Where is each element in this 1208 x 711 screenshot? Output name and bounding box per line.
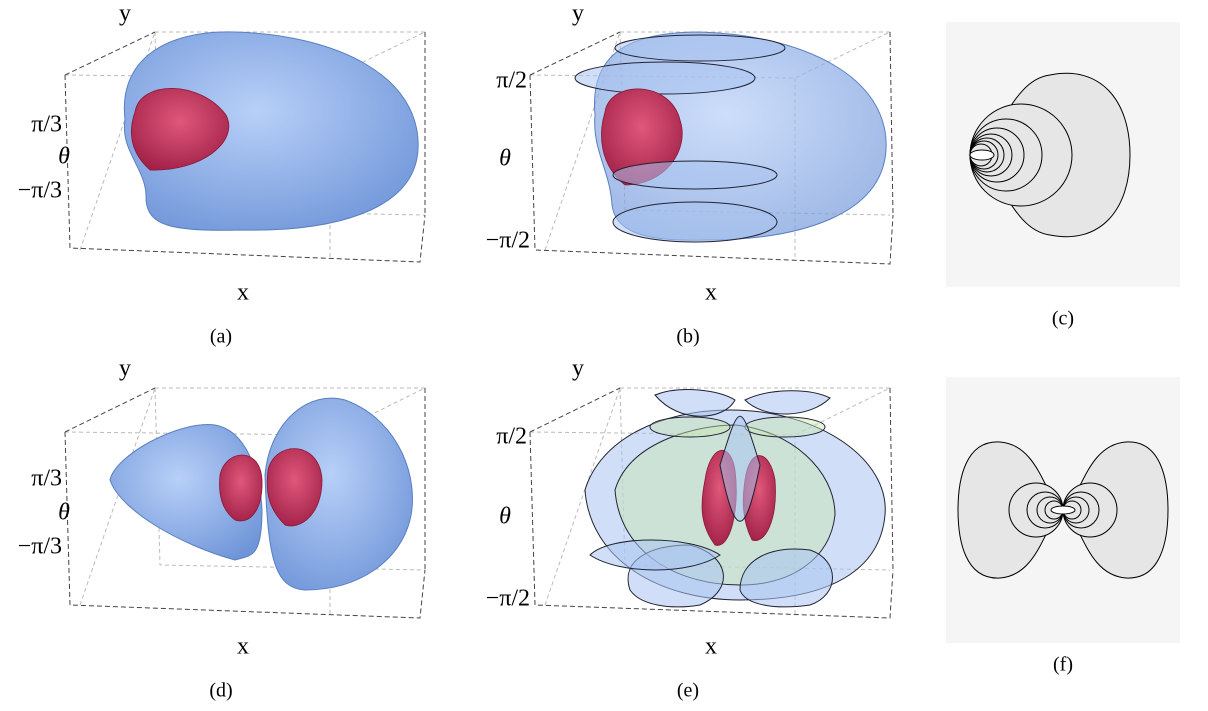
slice — [744, 416, 826, 438]
inner-surface — [601, 88, 683, 186]
caption: (a) — [210, 326, 232, 348]
x-label: x — [237, 280, 249, 306]
caption: (d) — [209, 680, 232, 702]
box-back — [64, 387, 426, 615]
theta-label: θ — [499, 504, 511, 530]
tick-label: π/2 — [496, 424, 527, 450]
slice — [614, 34, 786, 62]
x-label: x — [705, 634, 717, 660]
caption: (f) — [1053, 654, 1073, 676]
theta-label: θ — [58, 144, 70, 170]
panel-d-plot — [64, 387, 426, 619]
box-front — [529, 31, 894, 265]
caption: (e) — [677, 680, 699, 702]
slice — [739, 548, 833, 608]
surface — [264, 397, 413, 591]
tick-label: −π/2 — [486, 228, 530, 254]
inner-surface — [266, 448, 323, 527]
caption: (c) — [1052, 308, 1074, 330]
panel-c-plot — [946, 22, 1180, 287]
box-front — [64, 31, 426, 263]
y-label: y — [119, 1, 131, 27]
surface — [109, 424, 263, 561]
slice — [612, 160, 778, 190]
y-label: y — [572, 1, 584, 27]
panel-f-plot — [946, 377, 1180, 643]
singularity — [969, 149, 995, 161]
tick-label: −π/3 — [18, 178, 62, 204]
panel-a-plot — [64, 31, 426, 263]
slice — [589, 539, 721, 571]
tick-label: π/2 — [496, 68, 527, 94]
x-label: x — [237, 634, 249, 660]
slice — [654, 389, 736, 417]
caption: (b) — [676, 326, 699, 348]
slice — [612, 201, 778, 243]
tick-label: π/3 — [31, 466, 62, 492]
box-front — [529, 387, 894, 619]
tick-label: π/3 — [31, 112, 62, 138]
theta-label: θ — [499, 146, 511, 172]
inner-surface — [219, 454, 263, 522]
y-label: y — [572, 356, 584, 382]
slice — [649, 416, 731, 438]
tick-label: −π/2 — [486, 586, 530, 612]
surface — [719, 415, 761, 522]
x-label: x — [705, 280, 717, 306]
y-label: y — [119, 356, 131, 382]
theta-label: θ — [58, 500, 70, 526]
panel-e-plot — [529, 387, 894, 619]
box-front — [64, 387, 426, 619]
slice — [744, 390, 831, 415]
singularity — [1050, 505, 1076, 515]
panel-b-plot — [529, 31, 894, 265]
surface — [123, 31, 419, 231]
tick-label: −π/3 — [18, 534, 62, 560]
slice — [574, 61, 756, 95]
inner-surface — [130, 87, 230, 171]
